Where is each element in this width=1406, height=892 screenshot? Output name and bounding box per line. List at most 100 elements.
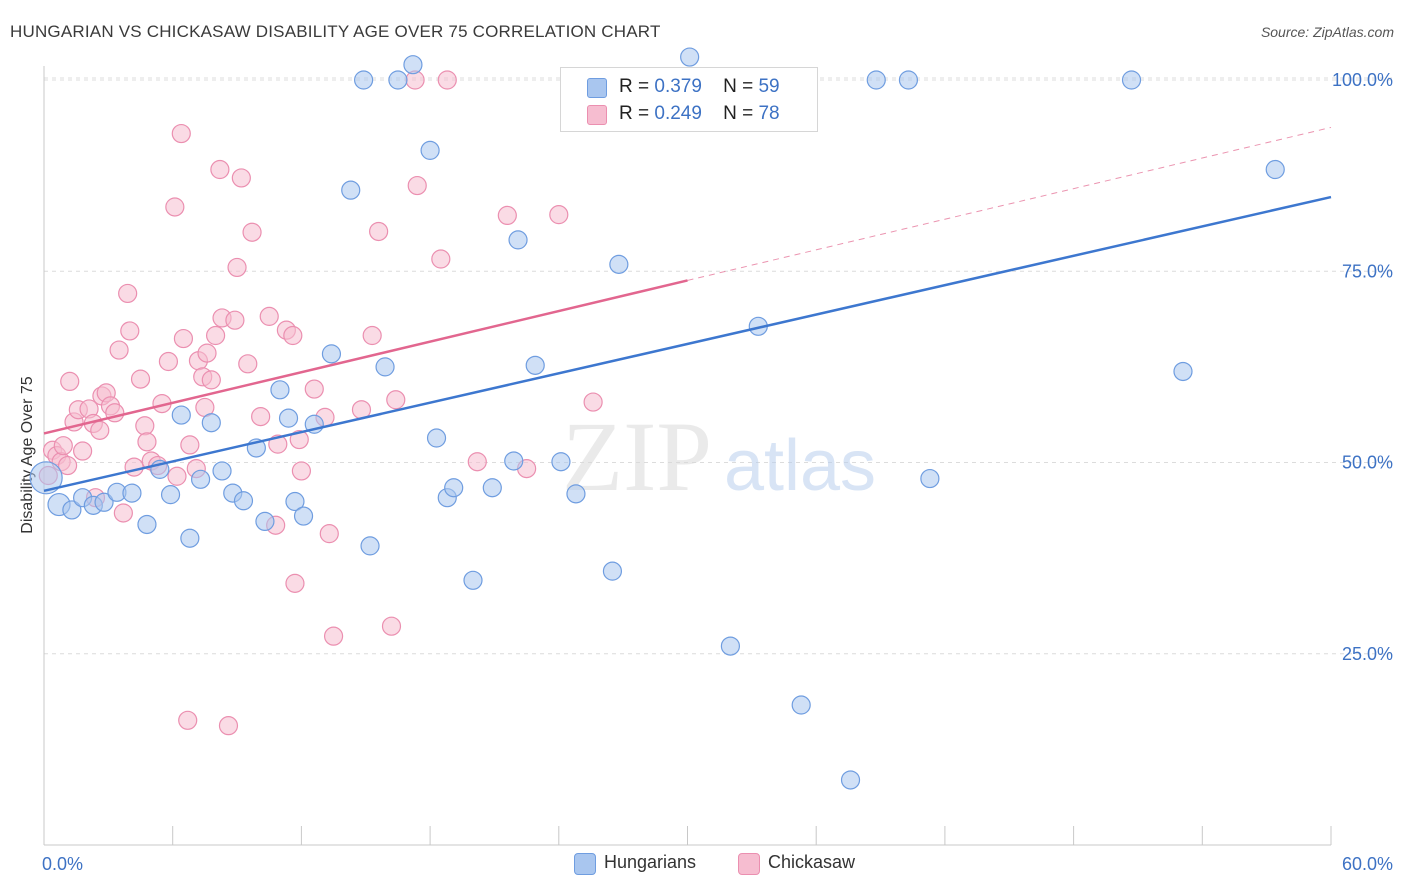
chickasaw-legend-swatch [738,853,760,875]
chickasaw-swatch [587,105,607,125]
hungarians-point [463,570,483,590]
hungarians-legend-swatch [574,853,596,875]
n-value: 78 [758,103,780,124]
chickasaw-point [304,379,324,399]
chickasaw-point [381,616,402,636]
hungarians-point [354,70,374,90]
chickasaw-point [57,455,78,476]
y-tick-label: 50.0% [1342,453,1393,473]
watermark: ZIP atlas [562,401,876,512]
hungarians-point [285,491,305,512]
chickasaw-point [167,466,187,486]
hungarians-point [551,452,571,472]
hungarians-point [122,483,142,503]
series-legend: Hungarians Chickasaw [0,851,1406,877]
chickasaw-point [259,306,279,326]
x-tick-label: 60.0% [1342,854,1393,874]
chickasaw-point [549,205,569,225]
chickasaw-point [173,328,194,349]
series-chickasaw-points [38,70,603,736]
hungarians-point [201,413,221,433]
n-label: N = [723,76,754,97]
chickasaw-point [120,321,140,341]
hungarians-point [94,492,114,512]
chickasaw-point [171,123,191,144]
chickasaw-point [583,392,603,412]
hungarians-point [1121,70,1142,90]
chickasaw-point [124,457,144,477]
hungarians-point [720,636,741,656]
hungarians-point [180,528,200,548]
chickasaw-point [90,420,110,440]
chickasaw-point [210,159,230,180]
chickasaw-point [497,205,517,226]
chickasaw-point [431,249,451,269]
hungarians-point [375,357,395,377]
chickasaw-point [291,461,311,481]
chickasaw-point [218,716,239,736]
watermark-atlas: atlas [724,426,876,506]
chickasaw-point [467,452,487,472]
chickasaw-point [227,257,247,278]
chickasaw-point [60,371,80,392]
chickasaw-point [135,416,155,436]
hungarians-point [525,355,545,375]
chickasaw-point [180,435,200,455]
hungarians-point [898,70,919,90]
chickasaw-point [137,432,157,452]
hungarians-point [426,428,447,448]
trend-lines [43,126,1332,493]
hungarians-point [566,484,586,504]
chickasaw-point [225,310,245,330]
n-label: N = [723,103,754,124]
hungarians-point [233,491,254,511]
n-value: 59 [758,76,780,97]
hungarians-point [791,695,811,715]
hungarians-point [602,561,623,581]
hungarians-point [190,469,211,489]
watermark-zip: ZIP [562,401,712,512]
hungarians-swatch [587,78,607,98]
hungarians-point [403,55,423,75]
hungarians-point [293,506,314,526]
chickasaw-point [323,626,344,646]
hungarians-point [504,451,524,471]
legend-label: Chickasaw [768,852,856,872]
hungarians-point [420,140,440,160]
y-tick-label: 100.0% [1332,70,1393,90]
chickasaw-point [178,710,198,730]
chickasaw-point [283,325,303,346]
chickasaw-point [130,369,151,389]
hungarians-point [680,47,700,67]
hungarians-point [212,461,232,481]
chickasaw-trend-line [43,279,688,435]
chickasaw-point [201,370,221,390]
chickasaw-point [242,222,262,242]
hungarians-trend-line [43,195,1332,493]
chickasaw-point [289,429,309,450]
hungarians-point [321,344,342,364]
hungarians-point [866,70,886,90]
y-tick-label: 25.0% [1342,644,1393,664]
hungarians-point [1173,361,1193,382]
x-tick-label: 0.0% [42,854,83,874]
hungarians-point [270,380,290,400]
chickasaw-point [407,175,427,196]
stats-text: R = 0.379 N = 59 [619,76,780,98]
hungarians-point [482,478,502,498]
y-tick-label: 75.0% [1342,261,1393,281]
hungarians-point [1265,159,1285,180]
hungarians-point [360,536,380,556]
r-value: 0.379 [654,76,702,97]
hungarians-point [609,254,629,274]
chickasaw-point [231,168,251,188]
chickasaw-point [251,407,271,427]
source-label: Source: ZipAtlas.com [1260,24,1394,40]
chickasaw-point [197,343,217,363]
hungarians-point [920,468,940,489]
chickasaw-point [319,524,339,544]
hungarians-point [840,770,861,790]
chickasaw-point [369,221,389,242]
chickasaw-trend-extension [687,126,1332,281]
